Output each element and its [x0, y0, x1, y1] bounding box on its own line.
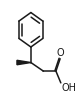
Polygon shape	[17, 60, 31, 65]
Text: OH: OH	[61, 83, 76, 93]
Text: O: O	[57, 48, 64, 58]
